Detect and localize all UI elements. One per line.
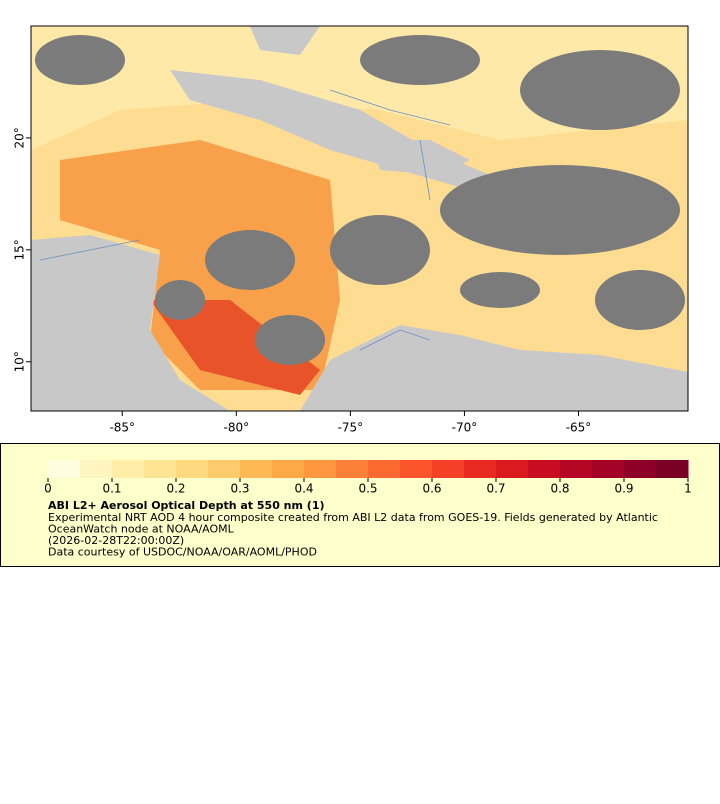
cloud (360, 35, 480, 85)
cloud (460, 272, 540, 308)
color-swatch (592, 460, 625, 478)
x-tick-label: -80° (224, 421, 250, 435)
color-swatch (496, 460, 529, 478)
color-swatch (656, 460, 689, 478)
colorbar-tick-label: 0.6 (422, 482, 441, 496)
map-raster (31, 26, 688, 411)
legend-line: OceanWatch node at NOAA/AOML (48, 523, 235, 536)
cloud (440, 165, 680, 255)
cloud (520, 50, 680, 130)
cloud (205, 230, 295, 290)
y-tick-label: 10° (13, 351, 27, 372)
color-swatch (176, 460, 209, 478)
land (250, 26, 320, 55)
colorbar-tick-label: 0.1 (102, 482, 121, 496)
x-tick-label: -75° (338, 421, 364, 435)
legend-title: ABI L2+ Aerosol Optical Depth at 550 nm … (48, 499, 325, 512)
legend-lines: Experimental NRT AOD 4 hour composite cr… (48, 511, 658, 559)
color-swatch (240, 460, 273, 478)
clouds (35, 35, 685, 365)
colorbar-tick-label: 0.2 (166, 482, 185, 496)
color-swatch (144, 460, 177, 478)
x-tick-label: -85° (109, 421, 135, 435)
x-tick-label: -65° (566, 421, 592, 435)
color-swatch (400, 460, 433, 478)
color-swatch (368, 460, 401, 478)
color-swatch (272, 460, 305, 478)
cloud (255, 315, 325, 365)
x-tick-label: -70° (452, 421, 478, 435)
cloud (155, 280, 205, 320)
legend-line: (2026-02-28T22:00:00Z) (48, 534, 184, 547)
color-swatch (208, 460, 241, 478)
color-swatch (80, 460, 113, 478)
color-swatch (112, 460, 145, 478)
color-swatch (560, 460, 593, 478)
color-swatch (304, 460, 337, 478)
color-swatch (624, 460, 657, 478)
land (31, 235, 230, 411)
legend-line: Experimental NRT AOD 4 hour composite cr… (48, 511, 658, 524)
colorbar-tick-label: 0.9 (614, 482, 633, 496)
cloud (35, 35, 125, 85)
color-swatch (464, 460, 497, 478)
boundaries (39, 89, 451, 351)
colorbar-tick-label: 0 (44, 482, 52, 496)
light-aod (31, 26, 688, 150)
color-swatch (528, 460, 561, 478)
y-tick-label: 15° (13, 239, 27, 260)
land (300, 325, 688, 411)
axes: -85° -80° -75° -70° -65° 10° 15° 20° (13, 127, 592, 434)
color-swatch (336, 460, 369, 478)
colorbar-tick-label: 1 (684, 482, 692, 496)
cloud (330, 215, 430, 285)
colorbar-tick-label: 0.3 (230, 482, 249, 496)
color-swatch (48, 460, 81, 478)
land (370, 140, 470, 175)
colorbar-tick-label: 0.5 (358, 482, 377, 496)
colorbar: 0 0.1 0.2 0.3 0.4 0.5 0.6 0.7 0.8 0.9 1 (44, 460, 692, 496)
color-swatch (432, 460, 465, 478)
very-high-aod (150, 300, 320, 395)
map-frame (30, 25, 689, 412)
colorbar-tick-label: 0.4 (294, 482, 313, 496)
colorbar-tick-label: 0.7 (486, 482, 505, 496)
colorbar-tick-label: 0.8 (550, 482, 569, 496)
y-tick-label: 20° (13, 127, 27, 148)
cloud (595, 270, 685, 330)
legend-line: Data courtesy of USDOC/NOAA/OAR/AOML/PHO… (48, 546, 317, 559)
